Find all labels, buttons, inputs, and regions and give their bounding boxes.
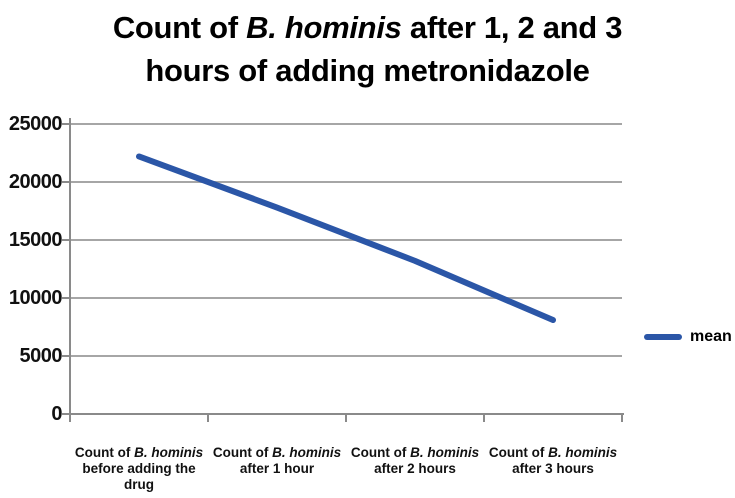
y-axis-label: 20000: [8, 171, 63, 193]
y-axis-label: 10000: [8, 287, 63, 309]
gridline: [70, 123, 622, 125]
x-axis-tick: [69, 415, 71, 422]
x-label-rest: after 3 hours: [512, 461, 594, 476]
x-label-line1: Count of B. hominis: [488, 445, 618, 460]
x-axis-line: [68, 413, 624, 415]
gridline: [70, 297, 622, 299]
x-axis-category-label: Count of B. hominis after 3 hours: [483, 445, 623, 477]
x-label-line1: Count of B. hominis: [350, 445, 480, 460]
x-axis-category-label: Count of B. hominis after 2 hours: [345, 445, 485, 477]
x-label-rest: before adding the drug: [82, 461, 196, 492]
y-axis-tick: [62, 413, 70, 415]
gridline: [70, 355, 622, 357]
y-axis-tick: [62, 355, 70, 357]
x-label-line1: Count of B. hominis: [212, 445, 342, 460]
chart-title: Count of B. hominis after 1, 2 and 3 hou…: [0, 6, 735, 92]
legend-line-marker: [644, 334, 682, 340]
chart-title-text: after 1, 2 and 3: [401, 10, 623, 45]
chart-title-italic-species: B. hominis: [246, 10, 402, 45]
legend-label: mean: [690, 328, 732, 345]
x-axis-tick: [345, 415, 347, 422]
y-axis-label: 5000: [19, 345, 63, 367]
x-axis-category-label: Count of B. hominis after 1 hour: [207, 445, 347, 477]
x-axis-tick: [207, 415, 209, 422]
chart-title-line1: Count of B. hominis after 1, 2 and 3: [0, 6, 735, 49]
y-axis-label: 25000: [8, 113, 63, 135]
x-label-rest: after 1 hour: [239, 461, 315, 476]
x-label-line1: Count of B. hominis: [74, 445, 204, 460]
y-axis-tick: [62, 181, 70, 183]
y-axis-tick: [62, 123, 70, 125]
y-axis-line: [69, 118, 71, 416]
y-axis-tick: [62, 239, 70, 241]
chart-title-line2: hours of adding metronidazole: [145, 53, 590, 88]
chart-title-text: Count of: [112, 10, 247, 45]
y-axis-label: 15000: [8, 229, 63, 251]
y-axis-tick: [62, 297, 70, 299]
x-label-rest: after 2 hours: [374, 461, 456, 476]
gridline: [70, 181, 622, 183]
x-axis-category-label: Count of B. hominis before adding the dru…: [69, 445, 209, 493]
x-axis-tick: [621, 415, 623, 422]
y-axis-label: 0: [51, 403, 62, 425]
legend: mean: [644, 327, 732, 347]
gridline: [70, 239, 622, 241]
x-axis-tick: [483, 415, 485, 422]
